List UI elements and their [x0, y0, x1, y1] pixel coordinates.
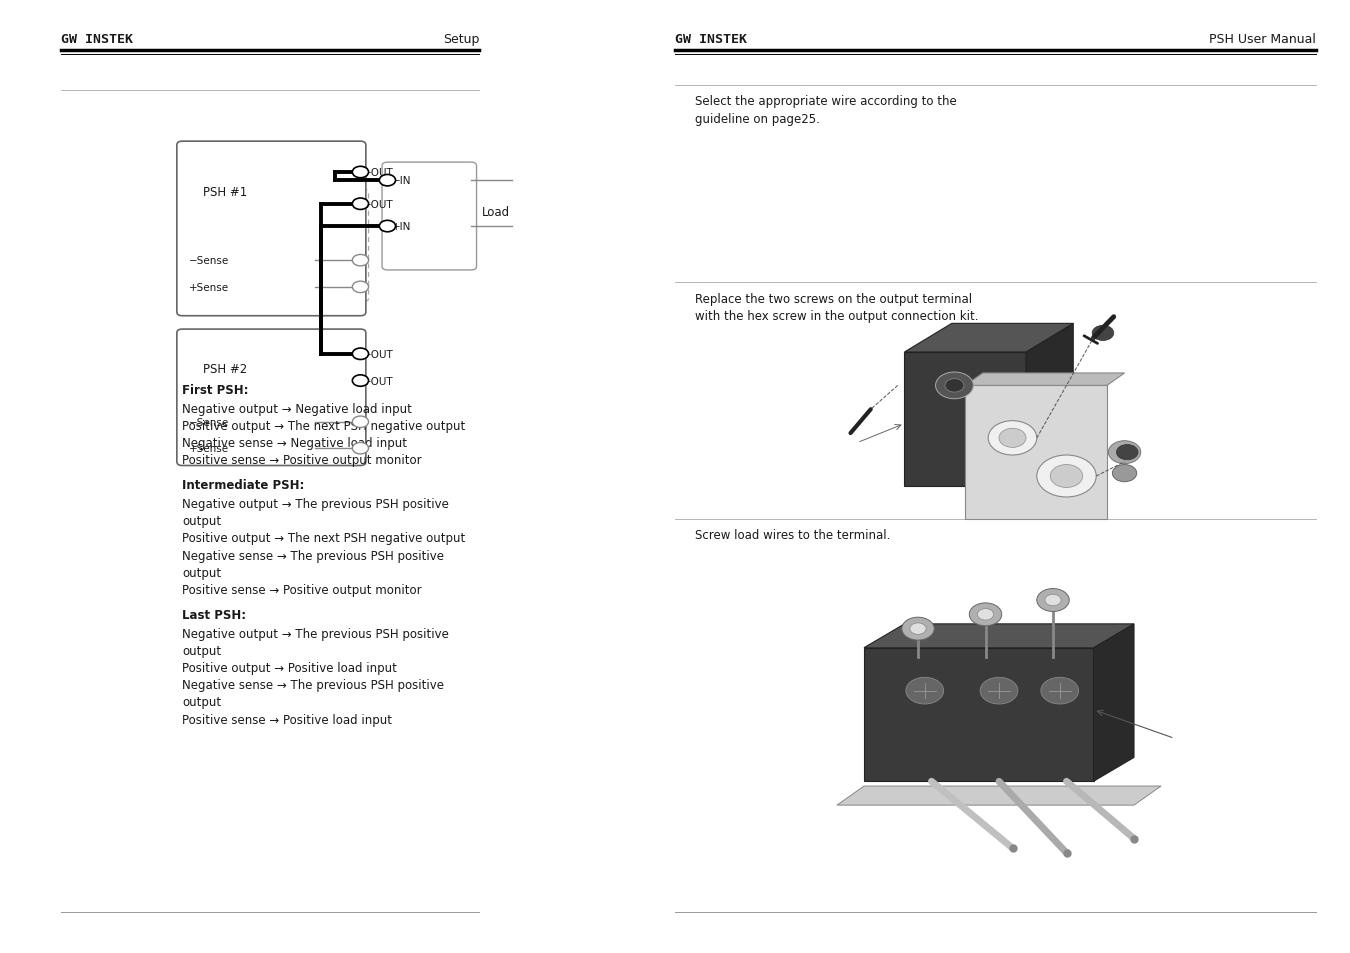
Circle shape [980, 678, 1018, 704]
Text: +IN: +IN [392, 222, 410, 232]
Text: PSH #2: PSH #2 [202, 363, 247, 376]
Text: −Sense: −Sense [189, 417, 230, 427]
Polygon shape [965, 374, 1125, 386]
Circle shape [988, 421, 1037, 456]
Text: Intermediate PSH:: Intermediate PSH: [182, 478, 305, 492]
Text: Positive sense → Positive output monitor: Positive sense → Positive output monitor [182, 454, 421, 467]
Text: PSH User Manual: PSH User Manual [1210, 33, 1316, 47]
FancyBboxPatch shape [177, 330, 366, 466]
Text: output: output [182, 566, 221, 579]
Text: with the hex screw in the output connection kit.: with the hex screw in the output connect… [695, 310, 979, 323]
Text: −OUT: −OUT [363, 168, 394, 178]
Circle shape [902, 618, 934, 640]
Circle shape [1037, 589, 1069, 612]
Text: +OUT: +OUT [363, 376, 394, 386]
Circle shape [352, 167, 369, 178]
Text: −OUT: −OUT [363, 350, 394, 359]
Text: Positive output → The next PSH negative output: Positive output → The next PSH negative … [182, 532, 466, 545]
FancyBboxPatch shape [177, 142, 366, 316]
Text: Load: Load [482, 205, 510, 218]
Circle shape [352, 375, 369, 387]
Polygon shape [1026, 324, 1073, 486]
Text: PSH #1: PSH #1 [202, 186, 247, 199]
Text: Setup: Setup [443, 33, 479, 47]
Circle shape [1045, 595, 1061, 606]
Text: Negative sense → Negative load input: Negative sense → Negative load input [182, 436, 408, 450]
Polygon shape [965, 386, 1107, 519]
Polygon shape [1094, 624, 1134, 781]
Text: output: output [182, 644, 221, 658]
Circle shape [1116, 445, 1138, 460]
Circle shape [1037, 456, 1096, 497]
Circle shape [977, 609, 994, 620]
Text: Screw load wires to the terminal.: Screw load wires to the terminal. [695, 529, 891, 542]
Polygon shape [864, 624, 1134, 648]
Circle shape [1112, 465, 1137, 482]
Text: First PSH:: First PSH: [182, 383, 248, 396]
Text: Negative output → The previous PSH positive: Negative output → The previous PSH posit… [182, 497, 450, 511]
Circle shape [945, 379, 964, 393]
Circle shape [999, 429, 1026, 448]
Circle shape [352, 416, 369, 428]
Circle shape [352, 199, 369, 211]
Circle shape [352, 282, 369, 294]
Text: Negative sense → The previous PSH positive: Negative sense → The previous PSH positi… [182, 549, 444, 562]
Circle shape [379, 175, 396, 187]
Text: Select the appropriate wire according to the: Select the appropriate wire according to… [695, 95, 957, 109]
Text: −IN: −IN [392, 176, 410, 186]
Text: Negative sense → The previous PSH positive: Negative sense → The previous PSH positi… [182, 679, 444, 692]
Polygon shape [904, 324, 1073, 353]
Text: Negative output → Negative load input: Negative output → Negative load input [182, 402, 412, 416]
Circle shape [379, 221, 396, 233]
Text: Replace the two screws on the output terminal: Replace the two screws on the output ter… [695, 293, 972, 306]
Polygon shape [904, 353, 1026, 486]
Circle shape [936, 373, 973, 399]
Text: GW INSTEK: GW INSTEK [61, 33, 132, 47]
Circle shape [906, 678, 944, 704]
Text: guideline on page25.: guideline on page25. [695, 112, 819, 126]
Circle shape [352, 255, 369, 267]
Text: Positive sense → Positive output monitor: Positive sense → Positive output monitor [182, 583, 421, 597]
Text: +Sense: +Sense [189, 283, 230, 293]
Text: −Sense: −Sense [189, 256, 230, 266]
Text: Positive output → Positive load input: Positive output → Positive load input [182, 661, 397, 675]
Text: Positive sense → Positive load input: Positive sense → Positive load input [182, 713, 393, 726]
Circle shape [1092, 326, 1114, 341]
Text: +Sense: +Sense [189, 444, 230, 454]
Circle shape [910, 623, 926, 635]
Polygon shape [864, 648, 1094, 781]
Text: Negative output → The previous PSH positive: Negative output → The previous PSH posit… [182, 627, 450, 640]
Text: GW INSTEK: GW INSTEK [675, 33, 747, 47]
Text: Positive output → The next PSH negative output: Positive output → The next PSH negative … [182, 419, 466, 433]
Polygon shape [837, 786, 1161, 805]
Text: output: output [182, 515, 221, 528]
Text: +OUT: +OUT [363, 199, 394, 210]
Text: Last PSH:: Last PSH: [182, 608, 246, 621]
Text: output: output [182, 696, 221, 709]
Circle shape [352, 349, 369, 360]
Circle shape [969, 603, 1002, 626]
Circle shape [1108, 441, 1141, 464]
Circle shape [1041, 678, 1079, 704]
Circle shape [352, 443, 369, 455]
Circle shape [1050, 465, 1083, 488]
FancyBboxPatch shape [382, 163, 477, 271]
